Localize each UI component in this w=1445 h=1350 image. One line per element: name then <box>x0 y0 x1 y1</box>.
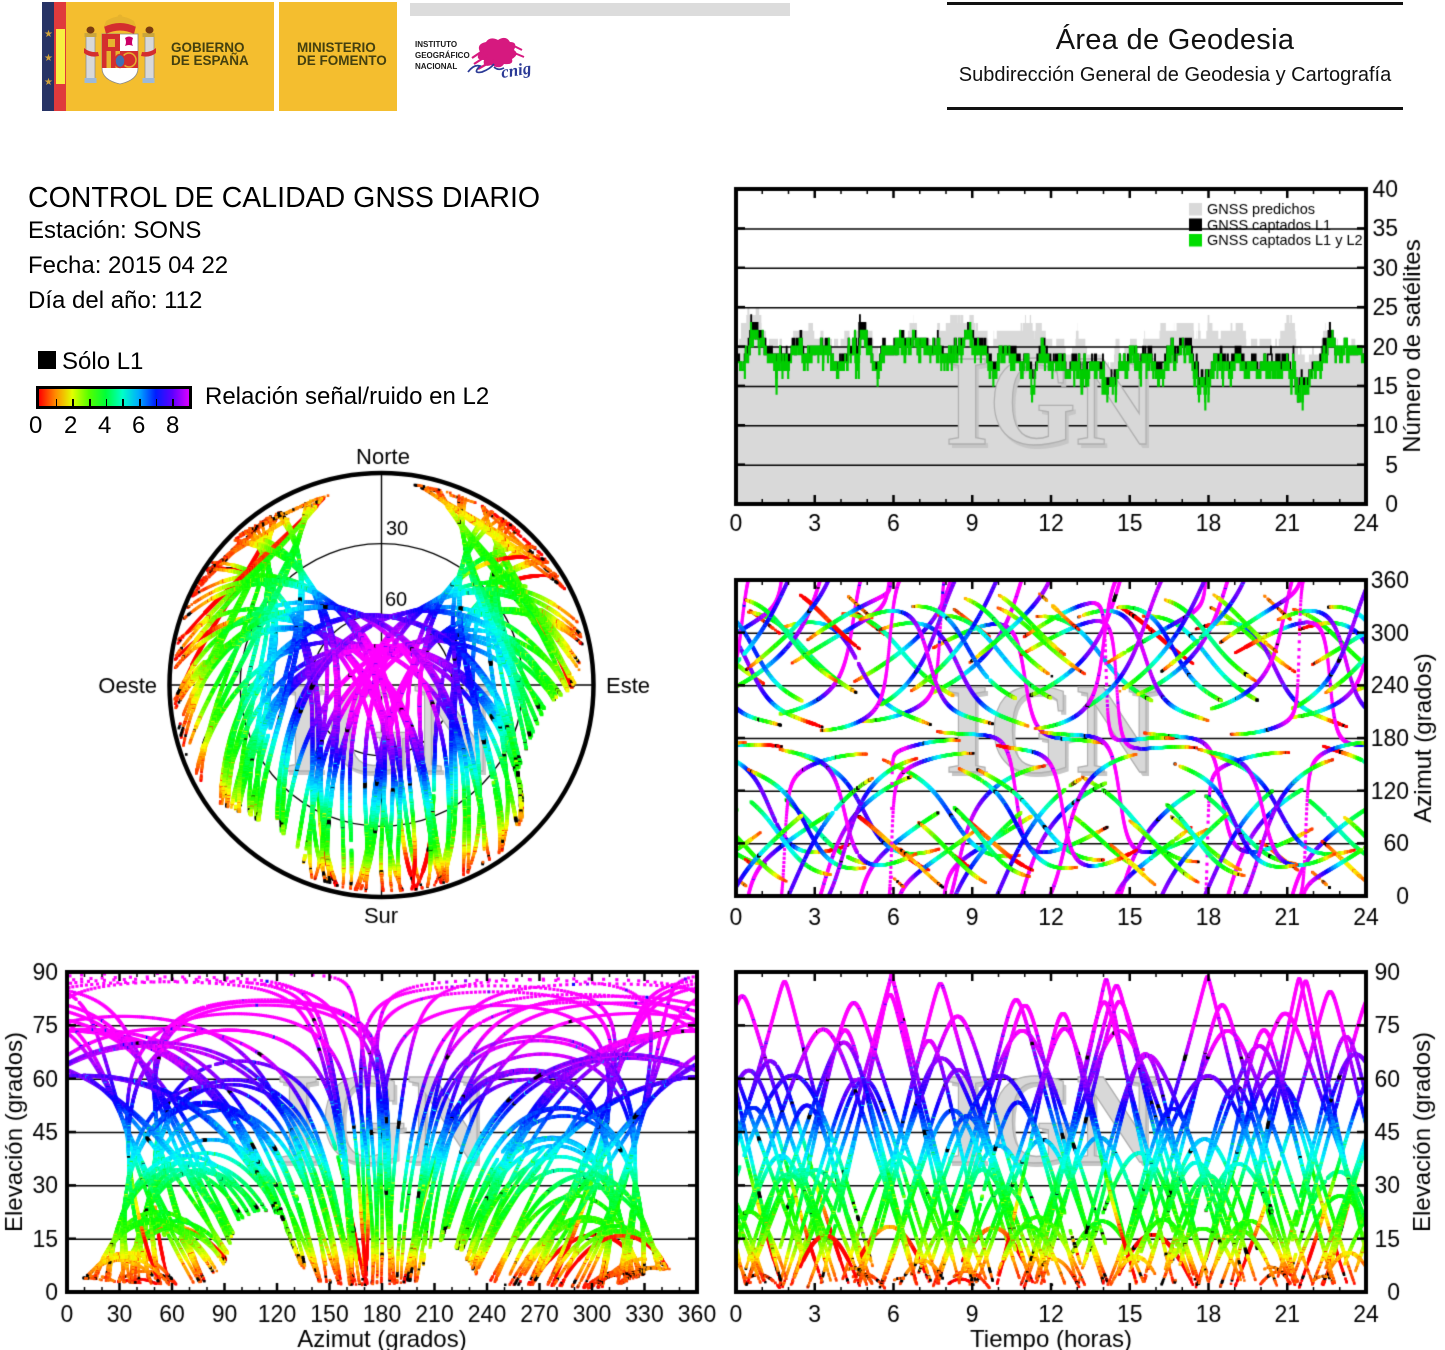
svg-text:cnig: cnig <box>500 58 533 82</box>
